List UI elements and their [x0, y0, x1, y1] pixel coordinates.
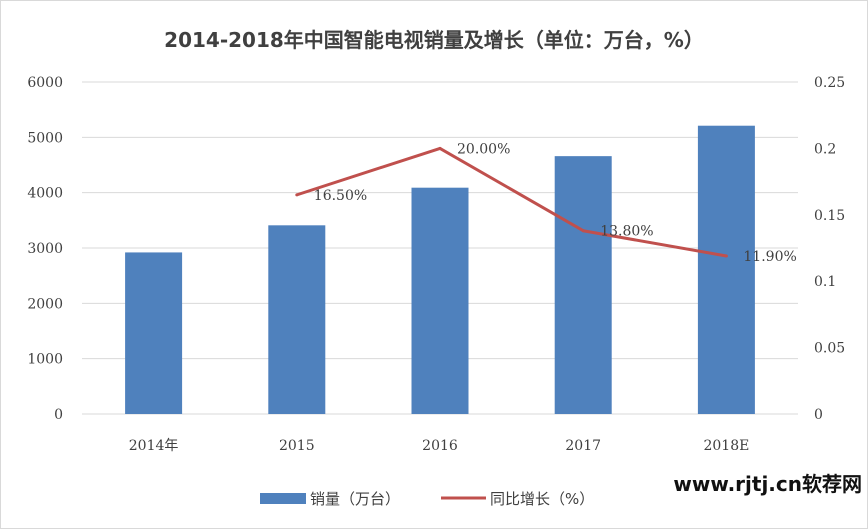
legend-bar-swatch: [260, 493, 306, 504]
x-tick-label: 2017: [565, 438, 601, 454]
bar: [554, 156, 612, 414]
bar: [125, 252, 183, 414]
line-point: [724, 254, 728, 258]
x-tick-label: 2016: [422, 438, 458, 454]
y-axis-left: 0 1000 2000 3000 4000 5000 6000: [27, 75, 63, 423]
legend-bar-label: 销量（万台）: [310, 490, 400, 508]
legend: 销量（万台） 同比增长（%）: [260, 490, 594, 508]
x-tick-label: 2015: [279, 438, 315, 454]
data-label: 13.80%: [600, 224, 653, 240]
legend-line-label: 同比增长（%）: [490, 490, 594, 508]
y-left-tick-label: 3000: [27, 241, 63, 257]
line-point: [295, 193, 299, 197]
bar: [411, 187, 469, 414]
y-right-tick-label: 0.15: [814, 208, 845, 224]
watermark: www.rjtj.cn软荐网: [673, 472, 862, 496]
y-left-tick-label: 4000: [27, 186, 63, 202]
y-left-tick-label: 2000: [27, 296, 63, 312]
data-label: 16.50%: [314, 188, 367, 204]
y-left-tick-label: 1000: [27, 352, 63, 368]
y-right-tick-label: 0: [814, 407, 823, 423]
bar-series: [125, 125, 755, 415]
x-tick-label: 2014年: [129, 438, 179, 454]
y-right-tick-label: 0.05: [814, 341, 845, 357]
line-point: [438, 146, 442, 150]
y-right-tick-label: 0.1: [814, 274, 836, 290]
bar: [697, 125, 755, 415]
growth-line: [296, 146, 727, 258]
y-right-tick-label: 0.2: [814, 141, 836, 157]
line-point: [581, 229, 585, 233]
data-label: 20.00%: [457, 141, 510, 157]
y-left-tick-label: 6000: [27, 75, 63, 91]
x-tick-label: 2018E: [703, 438, 749, 454]
y-left-tick-label: 5000: [27, 130, 63, 146]
y-right-tick-label: 0.25: [814, 75, 845, 91]
y-axis-right: 0 0.05 0.1 0.15 0.2 0.25: [814, 75, 845, 423]
chart-title: 2014-2018年中国智能电视销量及增长（单位：万台，%）: [164, 28, 704, 52]
line-series: 16.50% 20.00% 13.80% 11.90%: [295, 141, 797, 265]
bar: [268, 225, 326, 414]
y-left-tick-label: 0: [54, 407, 63, 423]
x-axis: 2014年 2015 2016 2017 2018E: [129, 438, 750, 454]
data-label: 11.90%: [743, 249, 796, 265]
